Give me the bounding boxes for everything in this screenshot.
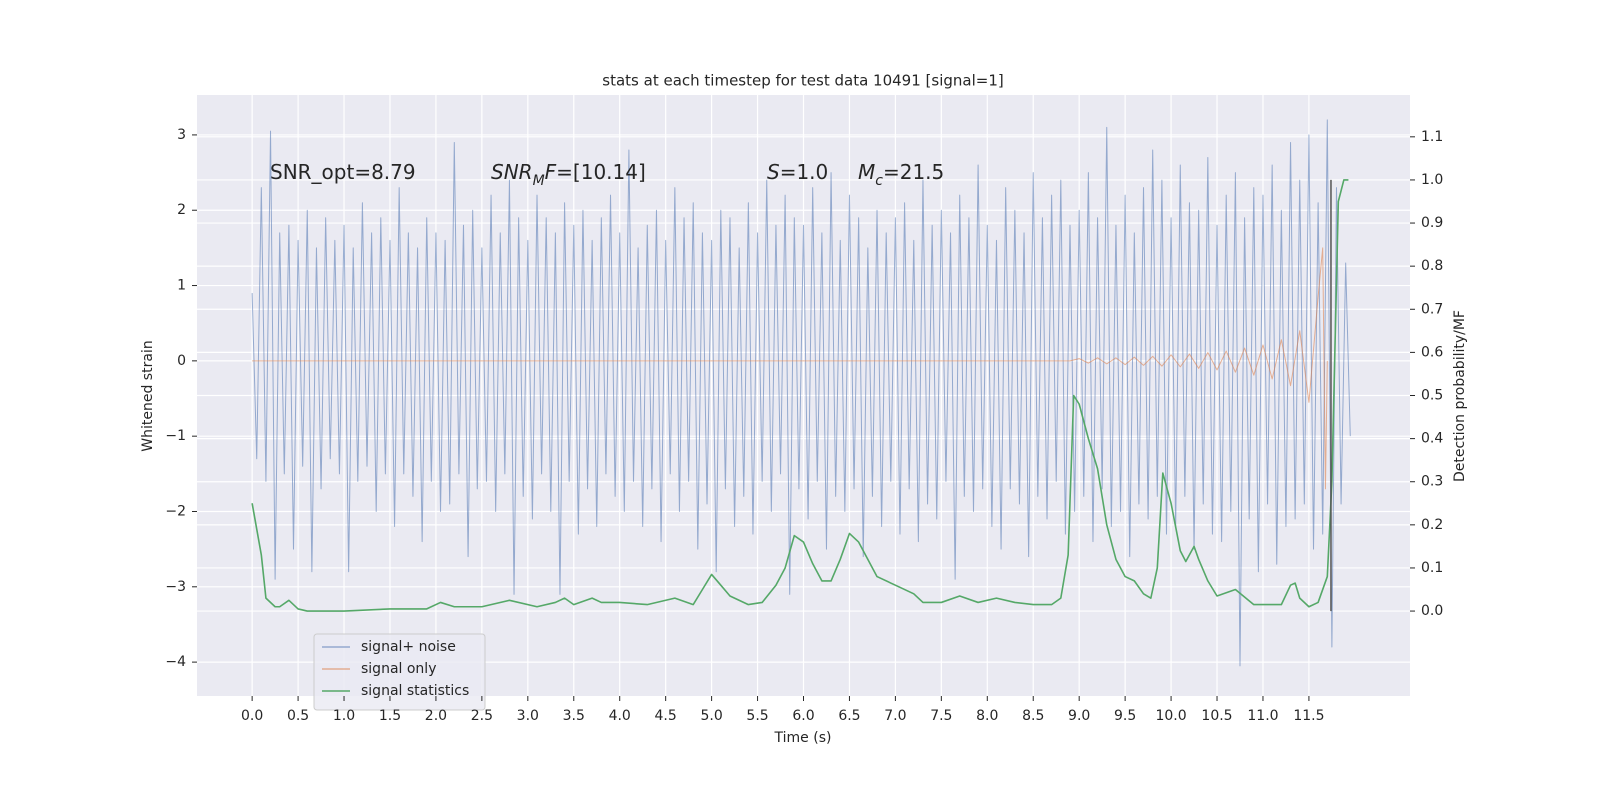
annotation-part: =[10.14] [556, 160, 646, 184]
x-tick-label: 4.0 [609, 708, 631, 724]
y2-axis-label: Detection probability/MF [1452, 310, 1468, 482]
x-tick-label: 4.5 [655, 708, 677, 724]
annotation-part: SNR [491, 160, 533, 184]
grid-layer [197, 95, 1410, 696]
x-tick-label: 6.0 [792, 708, 814, 724]
y-tick-label: 3 [177, 127, 186, 143]
x-tick-label: 2.5 [471, 708, 493, 724]
x-tick-label: 3.5 [563, 708, 585, 724]
x-tick-label: 11.0 [1247, 708, 1278, 724]
series-line [251, 179, 1349, 612]
y2-tick-label: 0.3 [1421, 474, 1443, 490]
x-tick-label: 3.0 [517, 708, 539, 724]
legend: signal+ noise signal only signal statistic… [313, 633, 486, 711]
y-tick-label: −2 [165, 503, 186, 519]
y-tick-label: −4 [165, 654, 186, 670]
x-tick-label: 8.0 [976, 708, 998, 724]
y-tick-label: −3 [165, 579, 186, 595]
x-tick-label: 1.0 [333, 708, 355, 724]
x-tick-label: 8.5 [1022, 708, 1044, 724]
chart-title: stats at each timestep for test data 104… [602, 72, 1003, 90]
annotation-part: =21.5 [883, 160, 944, 184]
y2-tick-label: 0.2 [1421, 517, 1443, 533]
legend-label: signal statistics [361, 683, 469, 699]
x-tick-label: 10.5 [1201, 708, 1232, 724]
x-tick-label: 7.0 [884, 708, 906, 724]
y2-tick-label: 0.7 [1421, 301, 1443, 317]
y2-tick-label: 0.1 [1421, 560, 1443, 576]
annotation: SNR_opt=8.79 [270, 160, 416, 184]
overlay-layer: SNR_opt=8.79 SNRMF=[10.14] S=1.0 Mc=21.5sig… [270, 160, 944, 711]
x-tick-label: 11.5 [1293, 708, 1324, 724]
y-axis-label: Whitened strain [140, 340, 156, 451]
y2-tick-label: 0.5 [1421, 388, 1443, 404]
y2-tick-label: 0.6 [1421, 344, 1443, 360]
series-line [251, 119, 1351, 667]
y-tick-label: −1 [165, 428, 186, 444]
annotation-part: M [858, 160, 875, 184]
legend-box [313, 633, 486, 711]
x-tick-label: 5.0 [700, 708, 722, 724]
y-tick-label: 0 [177, 353, 186, 369]
annotation: S=1.0 [767, 160, 828, 184]
annotation-part: c [875, 173, 883, 189]
legend-label: signal only [361, 661, 436, 677]
x-tick-label: 6.5 [838, 708, 860, 724]
x-tick-label: 2.0 [425, 708, 447, 724]
x-tick-label: 9.5 [1114, 708, 1136, 724]
x-tick-label: 7.5 [930, 708, 952, 724]
y2-tick-label: 0.0 [1421, 603, 1443, 619]
annotation-part: F [545, 160, 557, 184]
x-tick-label: 10.0 [1155, 708, 1186, 724]
y2-tick-label: 0.9 [1421, 215, 1443, 231]
annotation-part: =1.0 [780, 160, 829, 184]
annotation: SNRMF=[10.14] [491, 160, 646, 190]
legend-label: signal+ noise [361, 639, 456, 655]
x-tick-label: 0.5 [287, 708, 309, 724]
annotation-part: M [533, 173, 545, 189]
marks-layer [251, 119, 1351, 667]
y2-tick-label: 1.0 [1421, 172, 1443, 188]
y-tick-label: 1 [177, 278, 186, 294]
y-tick-label: 2 [177, 202, 186, 218]
x-tick-label: 0.0 [241, 708, 263, 724]
annotation-part: SNR_opt=8.79 [270, 160, 416, 184]
annotation: Mc=21.5 [858, 160, 944, 190]
x-tick-label: 5.5 [746, 708, 768, 724]
y2-tick-label: 0.8 [1421, 258, 1443, 274]
x-axis-label: Time (s) [774, 730, 832, 746]
y2-tick-label: 1.1 [1421, 129, 1443, 145]
y2-tick-label: 0.4 [1421, 431, 1443, 447]
x-tick-label: 9.0 [1068, 708, 1090, 724]
annotation-part: S [767, 160, 780, 184]
x-tick-label: 1.5 [379, 708, 401, 724]
series-line [252, 247, 1328, 490]
